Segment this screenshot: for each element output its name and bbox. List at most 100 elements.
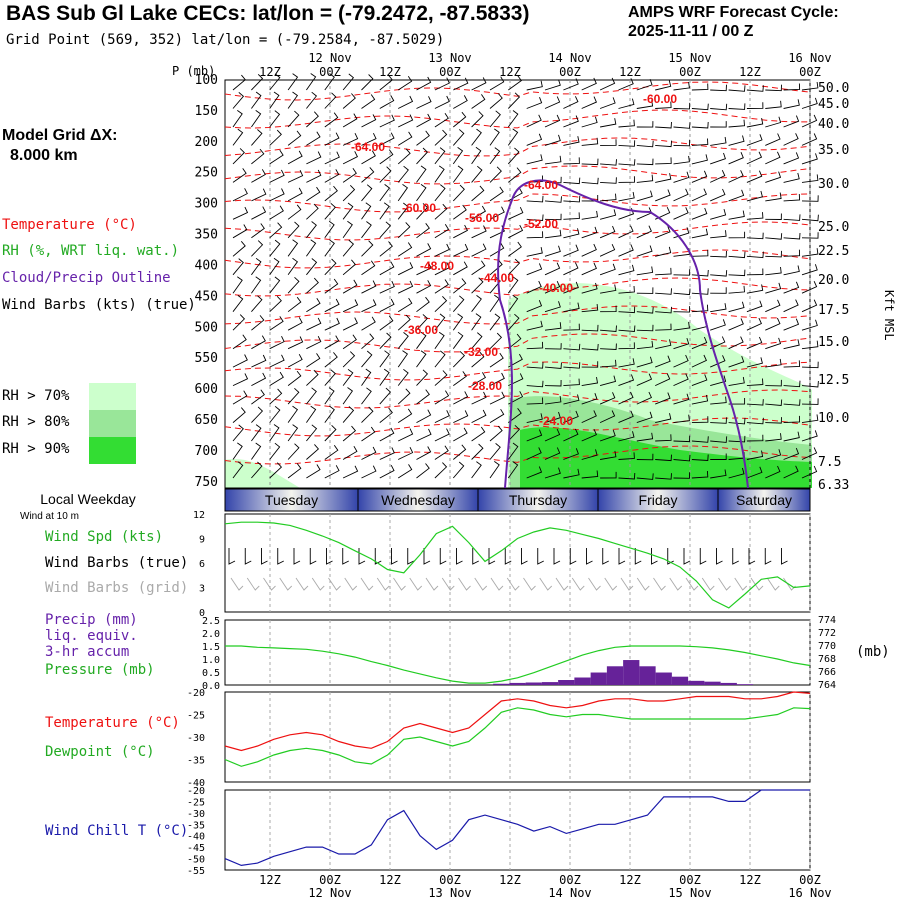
windchill-tick-label: -50 [187,855,205,866]
wind-barb [232,258,244,276]
windchill-line [224,789,810,867]
height-tick-label: 20.0 [818,273,849,288]
wind-barb [251,315,265,331]
wind-barb [397,350,409,368]
wind-barb [746,85,764,92]
wind-barb [416,409,432,423]
wind-barb [269,295,282,313]
wind-barb [728,285,745,294]
wind-barb [673,373,689,387]
wind-barb [691,416,709,424]
wind-barb [251,110,262,128]
wind-barb [251,257,262,276]
wind-barb [342,425,357,442]
wind-barb [801,264,818,276]
wind-barb [434,129,448,146]
wind-barb-grid [360,577,374,591]
wind-barb [379,202,390,220]
wind-barb [783,318,800,331]
wind-barb [655,392,671,405]
wind-barb-grid [718,577,731,591]
bottom-hour-label: 12Z [619,873,641,887]
wind-barb [563,448,579,460]
wind-barb [746,399,764,406]
wind-barb [544,245,561,257]
wind-barb [526,133,543,146]
bottom-hour-label: 00Z [559,873,581,887]
wind-barb [618,374,635,387]
wind-barb [489,206,505,220]
dewpoint-line [224,707,811,767]
wind-barb [471,443,484,460]
wind-barb [563,244,579,257]
wind-barb [379,221,392,239]
wind-barb [710,230,727,239]
wind-barb [507,128,519,146]
wind-barb-true [488,548,496,565]
wind-barb [710,336,726,350]
wind-barb [269,316,284,331]
wind-barb [599,392,616,405]
wind-barb [783,172,800,183]
wind-barb [324,220,335,239]
wind-barb [251,295,263,312]
wind-barb [544,213,562,221]
weekday-cell [717,488,811,512]
wind-barb [673,81,690,91]
wind-barb [471,146,482,165]
precip-bar [574,677,591,685]
wind-barb [746,268,764,276]
wind-barb-true [651,548,658,565]
wind-barb [453,243,469,257]
temperature-contour-label: -36.00 [404,323,438,337]
wind-barb [324,132,340,146]
temperature-contour [224,361,811,381]
wind-barb [563,96,579,109]
wind-barb-true [521,548,528,565]
wind-barb [710,396,727,405]
wind-barb [287,405,299,423]
wind-barb [434,390,450,405]
wind-barb [710,170,726,183]
wind-barb [636,432,654,442]
wind-barb [655,207,671,220]
wind-barb [397,408,413,423]
wind-barb [453,410,469,424]
wind-barb [361,167,375,183]
wind-tick-label: 12 [193,510,205,521]
wind-barb [287,443,300,460]
wind-barb [710,436,728,443]
wind-barb [544,362,562,369]
wind-barb [618,285,635,294]
wind-barb [655,288,672,295]
precip-legend-1: Precip (mm) [45,612,138,628]
wind-barb [581,429,597,442]
wind-barb [251,354,267,368]
wind-barb [673,269,691,276]
wind-barb [452,461,465,479]
wind-barb [691,470,709,479]
wind-barb [599,375,617,387]
wind-barb [232,373,249,387]
wind-barb [636,391,652,405]
wind-barb [416,463,430,479]
wind-barb [269,222,283,239]
wind-barb [801,299,818,313]
wind-barb [434,410,450,424]
wind-barb [581,282,598,294]
wind-barb [710,103,728,111]
wind-barb-grid [588,577,601,591]
wind-barb [508,408,522,423]
precip-bar [688,680,705,685]
wind-barb [728,269,746,277]
temperature-contour-label: -60.00 [643,92,677,106]
wind-barb-grid [701,577,715,591]
windchill-tick-label: -20 [187,786,205,797]
wind-barb [361,333,375,350]
wind-barb [416,428,432,442]
wind-barb [361,387,372,405]
wind-barb [728,152,744,165]
wind-barb [765,282,782,294]
wind-barb [563,115,579,128]
wind-barb [232,442,243,460]
